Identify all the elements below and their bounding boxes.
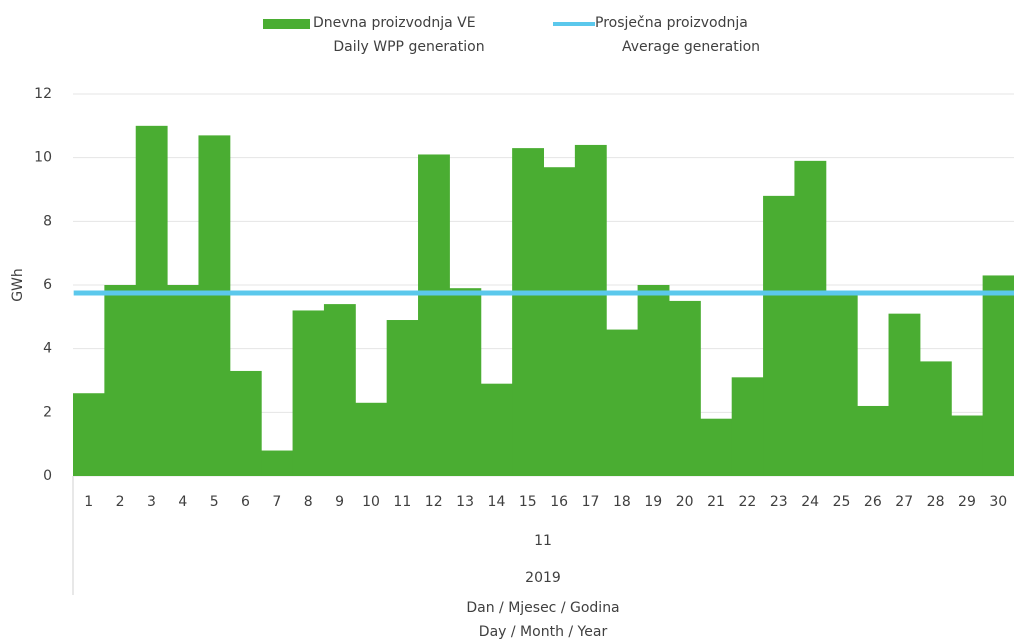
bar	[731, 377, 764, 476]
legend: Dnevna proizvodnja VE Daily WPP generatio…	[263, 15, 760, 55]
legend-label: Average generation	[622, 39, 760, 55]
x-tick-label: 2	[116, 494, 125, 510]
y-tick-label: 10	[34, 150, 52, 166]
x-tick-label: 11	[393, 494, 411, 510]
bar	[449, 288, 482, 476]
bar	[794, 160, 827, 476]
bar	[104, 285, 137, 476]
bar	[919, 361, 952, 476]
legend-label: Prosječna proizvodnja	[595, 15, 748, 31]
bar	[700, 418, 733, 476]
x-tick-label: 20	[676, 494, 694, 510]
x-tick-label: 21	[707, 494, 725, 510]
bar	[198, 135, 231, 476]
bar	[668, 300, 701, 476]
y-axis-title: GWh	[10, 268, 26, 302]
legend-label: Daily WPP generation	[333, 39, 484, 55]
y-tick-label: 0	[43, 468, 52, 484]
group-label: 11	[534, 533, 552, 549]
x-tick-label: 24	[801, 494, 819, 510]
x-tick-label: 15	[519, 494, 537, 510]
y-tick-label: 4	[43, 341, 52, 357]
bar	[229, 370, 262, 476]
x-tick-label: 16	[550, 494, 568, 510]
bar	[512, 148, 544, 476]
bar	[135, 125, 168, 476]
legend-swatch	[263, 19, 310, 29]
x-tick-label: 9	[335, 494, 344, 510]
x-tick-label: 22	[738, 494, 756, 510]
x-tick-label: 7	[272, 494, 281, 510]
x-axis-title: Dan / Mjesec / Godina	[466, 600, 619, 616]
y-tick-label: 12	[34, 86, 52, 102]
bar	[386, 320, 419, 476]
x-tick-label: 13	[456, 494, 474, 510]
x-tick-label: 18	[613, 494, 631, 510]
bar	[355, 402, 388, 476]
x-tick-label: 19	[644, 494, 662, 510]
x-tick-label: 30	[989, 494, 1007, 510]
bar	[543, 167, 576, 476]
x-tick-label: 17	[582, 494, 600, 510]
x-tick-label: 10	[362, 494, 380, 510]
y-tick-label: 6	[43, 277, 52, 293]
bar	[606, 329, 639, 476]
bar	[73, 393, 105, 476]
x-tick-label: 14	[488, 494, 506, 510]
x-tick-label: 5	[210, 494, 219, 510]
x-axis-title: Day / Month / Year	[479, 624, 608, 640]
legend-label: Dnevna proizvodnja VE	[313, 15, 476, 31]
x-tick-label: 29	[958, 494, 976, 510]
y-tick-label: 8	[43, 213, 52, 229]
bar	[323, 304, 356, 476]
bar	[857, 405, 890, 476]
x-tick-label: 8	[304, 494, 313, 510]
bar	[574, 144, 607, 476]
bar	[637, 285, 670, 476]
x-tick-label: 3	[147, 494, 156, 510]
bar	[261, 450, 294, 476]
x-tick-label: 27	[895, 494, 913, 510]
group-label: 2019	[525, 570, 561, 586]
y-tick-label: 2	[43, 404, 52, 420]
bar	[167, 285, 199, 476]
x-tick-label: 12	[425, 494, 443, 510]
bar	[763, 195, 795, 476]
x-tick-label: 4	[178, 494, 187, 510]
x-tick-label: 28	[927, 494, 945, 510]
bar	[292, 310, 325, 476]
x-tick-label: 26	[864, 494, 882, 510]
x-tick-label: 6	[241, 494, 250, 510]
x-tick-label: 25	[833, 494, 851, 510]
bar	[825, 294, 858, 476]
bar	[418, 154, 450, 476]
bar	[951, 415, 984, 476]
x-tick-label: 1	[84, 494, 93, 510]
x-tick-label: 23	[770, 494, 788, 510]
bar	[888, 313, 921, 476]
bar	[480, 383, 513, 476]
bar	[982, 275, 1014, 476]
